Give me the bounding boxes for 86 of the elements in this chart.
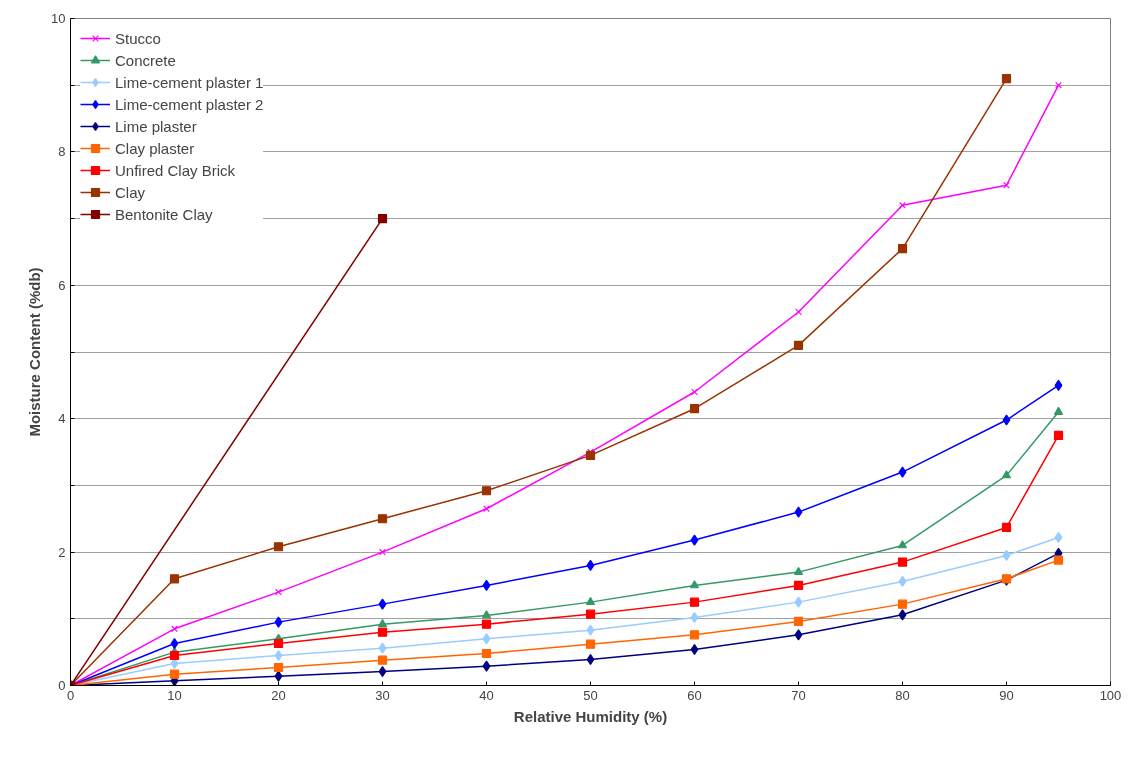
- point: [1053, 555, 1064, 565]
- y-tick-label: 2: [58, 544, 66, 560]
- y-axis-title: Moisture Content (%db): [26, 267, 44, 437]
- y-tick-label: 8: [58, 144, 66, 160]
- point: [1001, 522, 1012, 533]
- point: [897, 540, 908, 549]
- point: [689, 404, 700, 414]
- point: [377, 214, 388, 224]
- x-tick-label: 90: [999, 687, 1014, 703]
- point: [794, 506, 803, 518]
- point: [481, 648, 492, 659]
- point: [793, 616, 804, 627]
- point: [377, 514, 388, 524]
- point: [793, 580, 804, 591]
- point: [169, 650, 180, 661]
- point: [794, 596, 803, 608]
- point: [169, 669, 180, 679]
- point: [898, 466, 907, 478]
- x-tick-label: 30: [375, 687, 390, 703]
- x-tick-label: 40: [479, 687, 494, 703]
- point: [586, 624, 595, 636]
- point: [1002, 414, 1011, 426]
- point: [899, 201, 906, 209]
- point: [1001, 470, 1012, 479]
- point: [691, 388, 698, 396]
- point: [897, 244, 908, 254]
- point: [1053, 430, 1064, 440]
- y-tick-label: 4: [58, 411, 66, 427]
- point: [897, 599, 908, 609]
- x-tick-label: 80: [895, 687, 910, 703]
- point: [1001, 73, 1012, 84]
- legend-label: Lime-cement plaster 2: [115, 95, 264, 113]
- x-tick-label: 50: [583, 687, 598, 703]
- point: [1003, 181, 1010, 189]
- point: [898, 609, 907, 621]
- x-tick-label: 100: [1099, 687, 1122, 703]
- legend-label: Clay: [115, 183, 146, 201]
- x-tick-label: 10: [167, 687, 182, 703]
- point: [377, 627, 388, 637]
- point: [169, 574, 180, 584]
- y-tick-label: 10: [51, 11, 66, 26]
- y-tick-label: 6: [58, 277, 66, 293]
- point: [482, 633, 491, 645]
- point: [483, 505, 490, 513]
- point: [1053, 406, 1064, 415]
- legend-label: Stucco: [115, 29, 161, 47]
- point: [171, 625, 178, 633]
- point: [1054, 379, 1063, 391]
- point: [377, 655, 388, 665]
- point: [689, 580, 700, 589]
- point: [481, 610, 492, 619]
- point: [481, 619, 492, 629]
- point: [273, 542, 284, 552]
- point: [379, 548, 386, 556]
- legend-label: Bentonite Clay: [115, 205, 213, 223]
- point: [585, 609, 596, 619]
- point: [377, 618, 388, 628]
- point: [585, 639, 596, 649]
- point: [793, 340, 804, 350]
- legend-label: Clay plaster: [115, 139, 195, 157]
- point: [897, 557, 908, 567]
- point: [793, 566, 804, 576]
- point: [274, 616, 283, 628]
- legend-label: Lime-cement plaster 1: [115, 73, 264, 91]
- point: [1055, 81, 1062, 89]
- point: [275, 588, 282, 596]
- point: [481, 486, 492, 496]
- legend-label: Concrete: [115, 51, 176, 69]
- point: [273, 662, 284, 673]
- point: [794, 629, 803, 641]
- legend-label: Lime plaster: [115, 117, 197, 135]
- point: [690, 534, 699, 546]
- point: [378, 642, 387, 654]
- x-tick-label: 70: [791, 687, 806, 703]
- legend-label: Unfired Clay Brick: [115, 161, 236, 179]
- point: [689, 597, 700, 607]
- point: [795, 308, 802, 316]
- point: [689, 630, 700, 640]
- x-tick-label: 20: [271, 687, 286, 703]
- point: [585, 596, 596, 606]
- point: [273, 638, 284, 649]
- point: [378, 598, 387, 610]
- point: [585, 450, 596, 460]
- x-tick-label: 60: [687, 687, 702, 703]
- x-axis-title: Relative Humidity (%): [513, 707, 668, 725]
- point: [482, 660, 491, 672]
